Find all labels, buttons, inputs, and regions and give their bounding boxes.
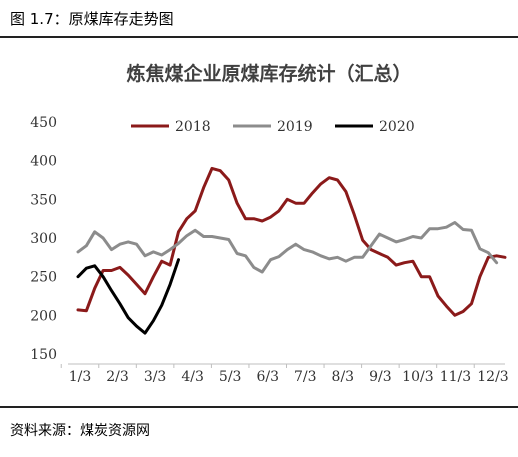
x-tick-label: 3/3 — [144, 369, 167, 385]
series-group — [76, 166, 507, 335]
figure-header: 图 1.7：原煤库存走势图 — [0, 0, 518, 38]
legend-label-2019: 2019 — [277, 119, 313, 135]
y-tick-label: 400 — [30, 154, 57, 170]
y-axis: 150 200 250 300 350 400 450 — [30, 115, 57, 363]
series-line-2018 — [76, 166, 507, 317]
x-tick-label: 6/3 — [256, 369, 279, 385]
x-axis: 1/3 2/3 3/3 4/3 5/3 6/3 7/3 8/3 9/3 10/3 11/3 12/3 — [60, 363, 509, 385]
figure-label: 图 1.7：原煤库存走势图 — [10, 10, 174, 28]
chart-title: 炼焦煤企业原煤库存统计（汇总） — [126, 62, 411, 85]
y-tick-label: 350 — [30, 192, 57, 208]
x-tick-label: 2/3 — [106, 369, 129, 385]
x-tick-label: 12/3 — [477, 369, 508, 385]
x-tick-label: 11/3 — [440, 369, 471, 385]
x-tick-label: 1/3 — [69, 369, 92, 385]
bottom-rule — [0, 406, 518, 408]
x-tick-label: 8/3 — [332, 369, 355, 385]
figure-source: 资料来源：煤炭资源网 — [10, 423, 150, 439]
y-tick-label: 200 — [30, 308, 57, 324]
legend-label-2020: 2020 — [379, 119, 415, 135]
legend: 2018 2019 2020 — [131, 119, 415, 135]
y-tick-label: 450 — [30, 115, 57, 131]
x-tick-label: 5/3 — [219, 369, 242, 385]
legend-label-2018: 2018 — [175, 119, 211, 135]
top-rule — [0, 36, 518, 38]
y-tick-label: 250 — [30, 270, 57, 286]
line-chart: 炼焦煤企业原煤库存统计（汇总） 2018 2019 2020 150 200 250 30… — [30, 62, 509, 385]
y-tick-label: 150 — [30, 347, 57, 363]
x-tick-label: 9/3 — [369, 369, 392, 385]
y-tick-label: 300 — [30, 231, 57, 247]
x-tick-label: 4/3 — [181, 369, 204, 385]
series-line-2020 — [76, 258, 180, 335]
x-tick-label: 7/3 — [294, 369, 317, 385]
series-line-2019 — [76, 221, 499, 274]
x-tick-label: 10/3 — [402, 369, 433, 385]
